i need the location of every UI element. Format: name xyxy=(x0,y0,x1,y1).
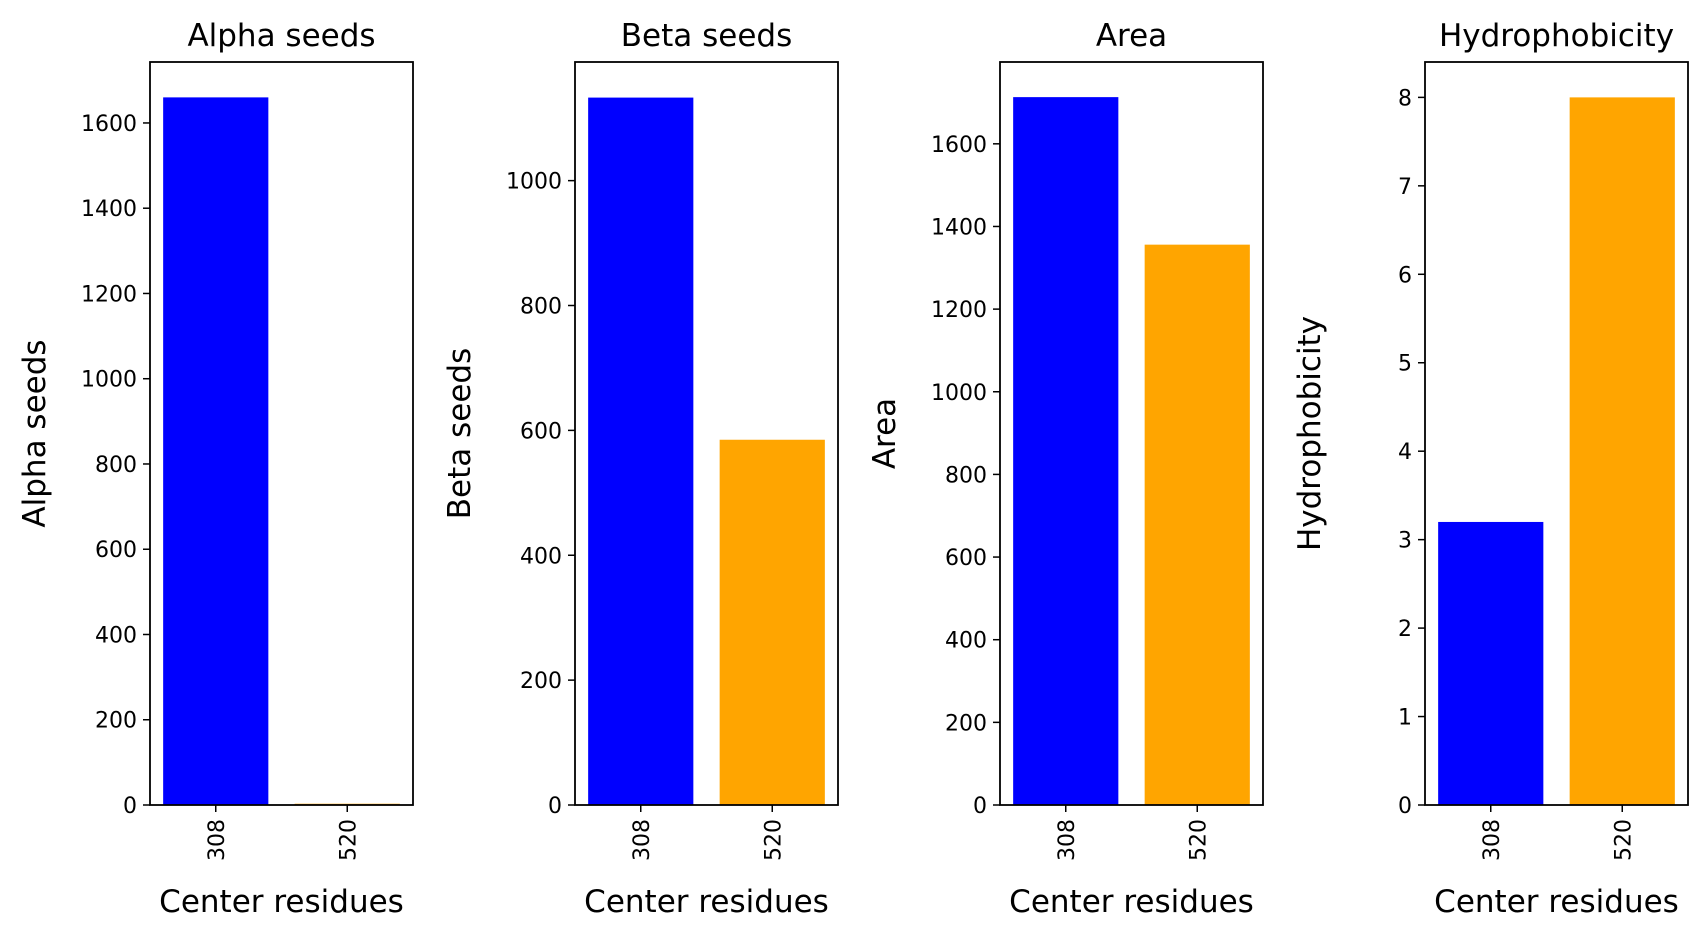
y-tick-label: 8 xyxy=(1398,86,1412,111)
y-tick-label: 400 xyxy=(95,623,137,648)
subplot-area: Area Center residues Area 308 520 0 200 400 6… xyxy=(867,18,1264,920)
axes-frame xyxy=(999,61,1264,806)
y-axis-label: Area xyxy=(867,398,903,469)
y-tick-label: 0 xyxy=(1398,794,1412,819)
y-tick-label: 1000 xyxy=(81,368,137,393)
x-tick-label: 520 xyxy=(336,819,361,861)
y-tick-label: 400 xyxy=(945,629,987,654)
x-tick-label: 308 xyxy=(205,819,230,861)
subplot-hydrophobicity: Hydrophobicity Center residues Hydrophob… xyxy=(1292,18,1689,920)
y-tick-label: 7 xyxy=(1398,175,1412,200)
x-tick-label: 308 xyxy=(1055,819,1080,861)
bar-520 xyxy=(1144,244,1250,805)
y-tick-label: 200 xyxy=(520,669,562,694)
subplot-beta-seeds: Beta seeds Center residues Beta seeds 30… xyxy=(442,18,839,920)
y-axis-label: Beta seeds xyxy=(442,348,478,519)
y-tick-label: 800 xyxy=(945,463,987,488)
x-tick-label: 520 xyxy=(1186,819,1211,861)
y-tick-label: 1200 xyxy=(931,298,987,323)
y-tick-label: 0 xyxy=(123,794,137,819)
y-tick-label: 6 xyxy=(1398,263,1412,288)
bar-520 xyxy=(1569,97,1675,805)
x-axis-label: Center residues xyxy=(1434,884,1679,920)
y-tick-label: 600 xyxy=(95,538,137,563)
x-axis-label: Center residues xyxy=(1009,884,1254,920)
y-tick-label: 600 xyxy=(520,419,562,444)
y-tick-label: 200 xyxy=(95,709,137,734)
bar-308 xyxy=(163,97,269,805)
axes-frame xyxy=(1424,61,1689,806)
y-tick-label: 1000 xyxy=(506,170,562,195)
x-tick-label: 308 xyxy=(630,819,655,861)
subplot-title: Hydrophobicity xyxy=(1439,18,1674,54)
y-tick-label: 400 xyxy=(520,544,562,569)
subplot-title: Area xyxy=(1096,18,1167,54)
subplot-title: Alpha seeds xyxy=(187,18,375,54)
y-tick-label: 1600 xyxy=(81,112,137,137)
y-tick-label: 1400 xyxy=(81,197,137,222)
y-tick-label: 2 xyxy=(1398,617,1412,642)
axes-frame xyxy=(574,61,839,806)
y-tick-label: 0 xyxy=(548,794,562,819)
y-tick-label: 1400 xyxy=(931,215,987,240)
y-tick-label: 800 xyxy=(520,295,562,320)
y-tick-label: 4 xyxy=(1398,440,1412,465)
x-axis-label: Center residues xyxy=(159,884,404,920)
y-tick-label: 600 xyxy=(945,546,987,571)
bar-308 xyxy=(1013,97,1119,806)
y-tick-label: 0 xyxy=(973,794,987,819)
x-axis-label: Center residues xyxy=(584,884,829,920)
x-tick-label: 308 xyxy=(1480,819,1505,861)
y-tick-label: 1600 xyxy=(931,133,987,158)
y-tick-label: 1 xyxy=(1398,706,1412,731)
bar-308 xyxy=(588,97,694,806)
x-tick-label: 520 xyxy=(1611,819,1636,861)
x-tick-label: 520 xyxy=(761,819,786,861)
y-tick-label: 5 xyxy=(1398,352,1412,377)
y-tick-label: 800 xyxy=(95,453,137,478)
y-axis-label: Hydrophobicity xyxy=(1292,316,1328,551)
y-tick-label: 200 xyxy=(945,711,987,736)
y-tick-label: 3 xyxy=(1398,529,1412,554)
subplot-title: Beta seeds xyxy=(621,18,792,54)
y-tick-label: 1000 xyxy=(931,381,987,406)
subplot-alpha-seeds: Alpha seeds Center residues Alpha seeds … xyxy=(17,18,414,920)
bar-308 xyxy=(1438,521,1544,805)
y-axis-label: Alpha seeds xyxy=(17,339,53,527)
y-tick-label: 1200 xyxy=(81,282,137,307)
bar-520 xyxy=(719,439,825,805)
axes-frame xyxy=(149,61,414,806)
